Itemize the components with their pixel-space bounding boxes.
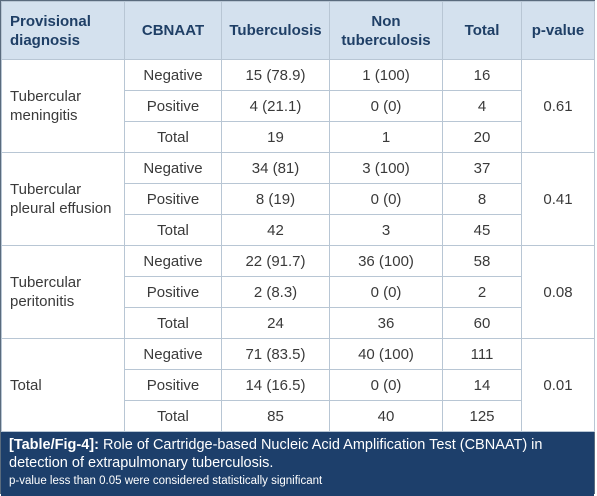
header-total: Total xyxy=(442,1,522,60)
cbnaat-cell: Negative xyxy=(124,245,222,277)
table-row: Total 42 3 45 xyxy=(2,214,595,246)
non-tuberculosis-cell: 1 xyxy=(329,121,443,153)
cbnaat-cell: Total xyxy=(124,307,222,339)
tuberculosis-cell: 22 (91.7) xyxy=(221,245,330,277)
cbnaat-cell: Total xyxy=(124,400,222,432)
cbnaat-cell: Positive xyxy=(124,369,222,401)
non-tuberculosis-cell: 0 (0) xyxy=(329,276,443,308)
tuberculosis-cell: 4 (21.1) xyxy=(221,90,330,122)
cbnaat-cell: Negative xyxy=(124,59,222,91)
cbnaat-cell: Positive xyxy=(124,183,222,215)
table-row: Total 19 1 20 xyxy=(2,121,595,153)
table-header: Provisional diagnosis CBNAAT Tuberculosi… xyxy=(1,1,595,60)
table-row: Positive 2 (8.3) 0 (0) 2 xyxy=(2,276,595,308)
header-cbnaat: CBNAAT xyxy=(124,1,222,60)
total-cell: 20 xyxy=(442,121,522,153)
non-tuberculosis-cell: 0 (0) xyxy=(329,90,443,122)
caption-text: Role of Cartridge-based Nucleic Acid Amp… xyxy=(9,437,543,471)
caption-label: [Table/Fig-4]: xyxy=(9,437,99,453)
header-p-value: p-value xyxy=(521,1,595,60)
total-cell: 111 xyxy=(442,338,522,370)
caption-title: [Table/Fig-4]: Role of Cartridge-based N… xyxy=(9,436,586,472)
diagnosis-cell: Tubercular meningitis xyxy=(1,59,125,153)
p-value-cell: 0.08 xyxy=(521,245,595,339)
table-row: Tubercular peritonitis Negative 22 (91.7… xyxy=(1,245,595,339)
total-cell: 4 xyxy=(442,90,522,122)
total-cell: 58 xyxy=(442,245,522,277)
tuberculosis-cell: 14 (16.5) xyxy=(221,369,330,401)
non-tuberculosis-cell: 0 (0) xyxy=(329,369,443,401)
cbnaat-cell: Total xyxy=(124,214,222,246)
tuberculosis-cell: 42 xyxy=(221,214,330,246)
table-row: Positive 14 (16.5) 0 (0) 14 xyxy=(2,369,595,401)
table-row: Positive 4 (21.1) 0 (0) 4 xyxy=(2,90,595,122)
non-tuberculosis-cell: 36 (100) xyxy=(329,245,443,277)
table-row: Positive 8 (19) 0 (0) 8 xyxy=(2,183,595,215)
cbnaat-cell: Total xyxy=(124,121,222,153)
total-cell: 16 xyxy=(442,59,522,91)
table-caption: [Table/Fig-4]: Role of Cartridge-based N… xyxy=(1,432,594,496)
total-cell: 2 xyxy=(442,276,522,308)
non-tuberculosis-cell: 40 xyxy=(329,400,443,432)
table-row: Tubercular meningitis Negative 15 (78.9)… xyxy=(1,59,595,153)
non-tuberculosis-cell: 3 (100) xyxy=(329,152,443,184)
total-cell: 37 xyxy=(442,152,522,184)
tuberculosis-cell: 24 xyxy=(221,307,330,339)
diagnosis-cell: Tubercular pleural effusion xyxy=(1,152,125,246)
table-body: Tubercular meningitis Negative 15 (78.9)… xyxy=(1,59,595,432)
non-tuberculosis-cell: 36 xyxy=(329,307,443,339)
total-cell: 8 xyxy=(442,183,522,215)
tuberculosis-cell: 85 xyxy=(221,400,330,432)
tuberculosis-cell: 15 (78.9) xyxy=(221,59,330,91)
non-tuberculosis-cell: 3 xyxy=(329,214,443,246)
non-tuberculosis-cell: 1 (100) xyxy=(329,59,443,91)
diagnosis-cell: Tubercular peritonitis xyxy=(1,245,125,339)
cbnaat-cell: Negative xyxy=(124,152,222,184)
tuberculosis-cell: 8 (19) xyxy=(221,183,330,215)
p-value-cell: 0.01 xyxy=(521,338,595,432)
tuberculosis-cell: 19 xyxy=(221,121,330,153)
non-tuberculosis-cell: 0 (0) xyxy=(329,183,443,215)
table-row: Total Negative 71 (83.5) 40 (100) 111 0.… xyxy=(1,338,595,432)
table-row: Total 85 40 125 xyxy=(2,400,595,432)
results-table: Provisional diagnosis CBNAAT Tuberculosi… xyxy=(1,1,595,432)
table-row: Total 24 36 60 xyxy=(2,307,595,339)
non-tuberculosis-cell: 40 (100) xyxy=(329,338,443,370)
header-non-tuberculosis: Non tuberculosis xyxy=(329,1,443,60)
p-value-cell: 0.61 xyxy=(521,59,595,153)
total-cell: 60 xyxy=(442,307,522,339)
total-cell: 14 xyxy=(442,369,522,401)
total-cell: 125 xyxy=(442,400,522,432)
cbnaat-cell: Positive xyxy=(124,90,222,122)
p-value-cell: 0.41 xyxy=(521,152,595,246)
cbnaat-cell: Negative xyxy=(124,338,222,370)
tuberculosis-cell: 34 (81) xyxy=(221,152,330,184)
header-tuberculosis: Tuberculosis xyxy=(221,1,330,60)
tuberculosis-cell: 2 (8.3) xyxy=(221,276,330,308)
total-cell: 45 xyxy=(442,214,522,246)
cbnaat-cell: Positive xyxy=(124,276,222,308)
header-provisional-diagnosis: Provisional diagnosis xyxy=(1,1,125,60)
diagnosis-cell: Total xyxy=(1,338,125,432)
table-row: Tubercular pleural effusion Negative 34 … xyxy=(1,152,595,246)
caption-note: p-value less than 0.05 were considered s… xyxy=(9,475,323,487)
tuberculosis-cell: 71 (83.5) xyxy=(221,338,330,370)
header-row: Provisional diagnosis CBNAAT Tuberculosi… xyxy=(1,1,595,60)
